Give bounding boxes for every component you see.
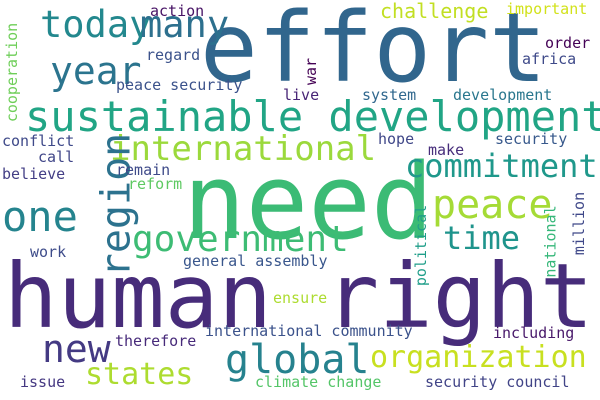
word-peace-security: peace security [116,76,243,94]
word-many: many [140,3,230,46]
word-development: development [453,86,553,104]
word-effort: effort [200,0,547,104]
word-action: action [150,2,205,20]
word-global: global [225,337,370,383]
word-need: need [183,141,434,263]
word-new: new [42,327,111,371]
word-national: national [541,205,560,278]
word-africa: africa [522,50,577,68]
word-conflict: conflict [2,132,75,150]
word-commitment: commitment [405,147,598,185]
word-issue: issue [20,373,66,391]
word-make: make [428,141,465,159]
word-including: including [493,324,575,342]
word-human-right: human right [4,244,594,348]
word-sustainable-development: sustainable development [25,92,600,141]
word-believe: believe [2,165,66,183]
word-international-community: international community [205,322,413,340]
word-important: important [506,0,588,18]
word-cooperation: cooperation [3,22,22,123]
word-peace: peace [432,182,553,228]
word-international: international [110,129,377,169]
word-year: year [50,49,142,93]
word-challenge: challenge [380,0,489,23]
word-reform: reform [128,175,183,193]
word-war: war [302,57,321,86]
word-states: states [85,357,194,392]
word-ensure: ensure [273,289,328,307]
word-work: work [30,243,67,261]
word-live: live [283,86,320,104]
word-security-council: security council [425,373,570,391]
word-million: million [570,191,589,256]
word-order: order [545,34,591,52]
word-remain: remain [116,161,171,179]
word-region: region [93,132,140,278]
word-therefore: therefore [115,332,197,350]
word-call: call [38,148,75,166]
word-one: one [2,192,78,241]
word-government: government [132,219,349,260]
word-hope: hope [378,130,415,148]
word-climate-change: climate change [255,373,382,391]
word-system: system [362,86,417,104]
word-regard: regard [146,46,201,64]
word-political: political [412,204,431,287]
word-security: security [495,130,568,148]
word-organization: organization [370,340,587,375]
word-today: today [40,3,152,46]
word-time: time [443,219,521,257]
word-general-assembly: general assembly [183,252,328,270]
